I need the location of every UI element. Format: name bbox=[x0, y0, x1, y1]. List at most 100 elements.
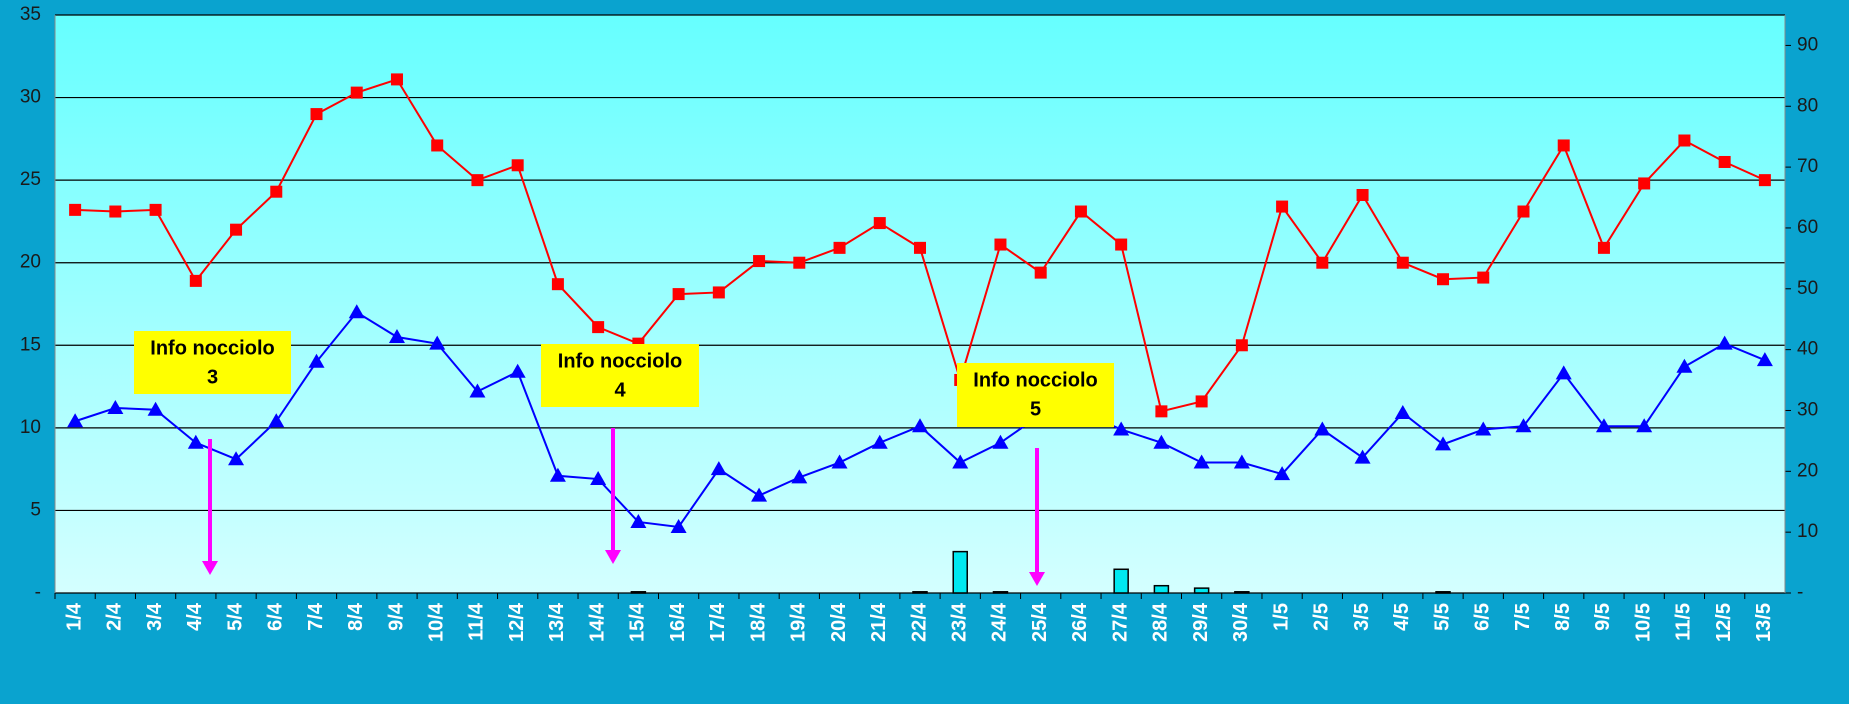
y-tick-label: 20 bbox=[20, 252, 41, 273]
marker bbox=[1475, 421, 1492, 436]
marker bbox=[551, 278, 564, 291]
x-tick-label: 29/4 bbox=[1190, 602, 1212, 642]
y2-tick-label: 50 bbox=[1797, 278, 1818, 299]
y2-tick-label: 90 bbox=[1797, 34, 1818, 55]
marker bbox=[69, 203, 82, 216]
x-tick-label: 27/4 bbox=[1109, 602, 1131, 642]
marker bbox=[873, 217, 886, 230]
marker bbox=[871, 434, 888, 449]
marker bbox=[511, 159, 524, 172]
marker bbox=[590, 471, 607, 486]
marker bbox=[592, 321, 605, 334]
x-tick-label: 2/5 bbox=[1311, 603, 1333, 631]
x-tick-label: 8/4 bbox=[345, 602, 367, 631]
marker bbox=[67, 413, 84, 428]
x-tick-label: 11/5 bbox=[1673, 603, 1695, 641]
x-tick-label: 23/4 bbox=[949, 602, 971, 642]
marker bbox=[630, 513, 647, 528]
marker bbox=[1716, 335, 1733, 350]
bar bbox=[1153, 584, 1170, 594]
marker bbox=[469, 383, 486, 398]
x-tick-label: 4/4 bbox=[184, 602, 206, 631]
x-tick-label: 18/4 bbox=[747, 602, 769, 642]
annotation-box bbox=[957, 363, 1114, 427]
marker bbox=[388, 329, 405, 344]
marker bbox=[1638, 177, 1651, 190]
x-tick-label: 10/5 bbox=[1632, 603, 1654, 642]
marker bbox=[1515, 418, 1532, 433]
marker bbox=[1356, 189, 1369, 202]
x-tick-label: 21/4 bbox=[868, 602, 890, 642]
marker bbox=[1274, 466, 1291, 481]
marker bbox=[1758, 174, 1771, 187]
x-tick-label: 25/4 bbox=[1029, 602, 1051, 642]
marker bbox=[348, 304, 365, 319]
marker bbox=[308, 353, 325, 368]
marker bbox=[1597, 241, 1610, 254]
y-tick-label: 10 bbox=[20, 417, 41, 438]
marker bbox=[710, 461, 727, 476]
marker bbox=[1477, 271, 1490, 284]
y-tick-label: 30 bbox=[20, 87, 41, 108]
marker bbox=[189, 274, 202, 287]
marker bbox=[1115, 238, 1128, 251]
marker bbox=[793, 256, 806, 269]
marker bbox=[952, 454, 969, 469]
marker bbox=[1595, 418, 1612, 433]
x-tick-label: 24/4 bbox=[989, 602, 1011, 642]
x-tick-label: 5/5 bbox=[1431, 603, 1453, 631]
x-tick-label: 30/4 bbox=[1230, 602, 1252, 642]
marker bbox=[107, 400, 124, 415]
x-tick-label: 8/5 bbox=[1552, 603, 1574, 631]
marker bbox=[1636, 418, 1653, 433]
marker bbox=[1718, 155, 1731, 168]
marker bbox=[149, 203, 162, 216]
arrow-head bbox=[202, 561, 218, 575]
annotation-text: Info nocciolo bbox=[150, 337, 274, 359]
marker bbox=[109, 205, 122, 218]
marker bbox=[350, 86, 363, 99]
marker bbox=[1517, 205, 1530, 218]
y2-tick-label: 60 bbox=[1797, 217, 1818, 238]
marker bbox=[431, 139, 444, 152]
x-tick-label: 1/5 bbox=[1270, 603, 1292, 631]
x-tick-label: 7/5 bbox=[1512, 603, 1534, 631]
marker bbox=[1676, 358, 1693, 373]
x-tick-label: 1/4 bbox=[63, 602, 85, 631]
marker bbox=[390, 73, 403, 86]
marker bbox=[1437, 273, 1450, 286]
x-tick-label: 13/5 bbox=[1753, 603, 1775, 642]
x-tick-label: 3/5 bbox=[1351, 603, 1373, 631]
y2-tick-label: - bbox=[1797, 582, 1803, 603]
marker bbox=[831, 454, 848, 469]
marker bbox=[1756, 352, 1773, 367]
marker bbox=[509, 363, 526, 378]
bar bbox=[1113, 568, 1129, 594]
x-tick-label: 26/4 bbox=[1069, 602, 1091, 642]
marker bbox=[147, 401, 164, 416]
marker bbox=[1555, 365, 1572, 380]
x-tick-label: 19/4 bbox=[788, 602, 810, 642]
marker bbox=[270, 185, 283, 198]
bar bbox=[1234, 591, 1250, 594]
marker bbox=[670, 518, 687, 533]
marker bbox=[230, 223, 243, 236]
marker bbox=[1155, 405, 1168, 418]
x-tick-label: 14/4 bbox=[586, 602, 608, 642]
marker bbox=[187, 434, 204, 449]
arrow-head bbox=[1029, 572, 1045, 586]
marker bbox=[712, 286, 725, 299]
x-tick-label: 7/4 bbox=[305, 602, 327, 631]
y2-tick-label: 20 bbox=[1797, 460, 1818, 481]
x-tick-label: 20/4 bbox=[828, 602, 850, 642]
marker bbox=[914, 241, 926, 254]
x-tick-label: 16/4 bbox=[667, 602, 689, 642]
y2-tick-label: 80 bbox=[1797, 95, 1818, 116]
marker bbox=[1113, 421, 1130, 436]
marker bbox=[1195, 395, 1208, 408]
arrow-head bbox=[605, 550, 621, 564]
y2-tick-label: 70 bbox=[1797, 156, 1818, 177]
y-tick-label: 15 bbox=[20, 334, 41, 355]
marker bbox=[672, 288, 685, 301]
x-tick-label: 5/4 bbox=[224, 602, 246, 631]
